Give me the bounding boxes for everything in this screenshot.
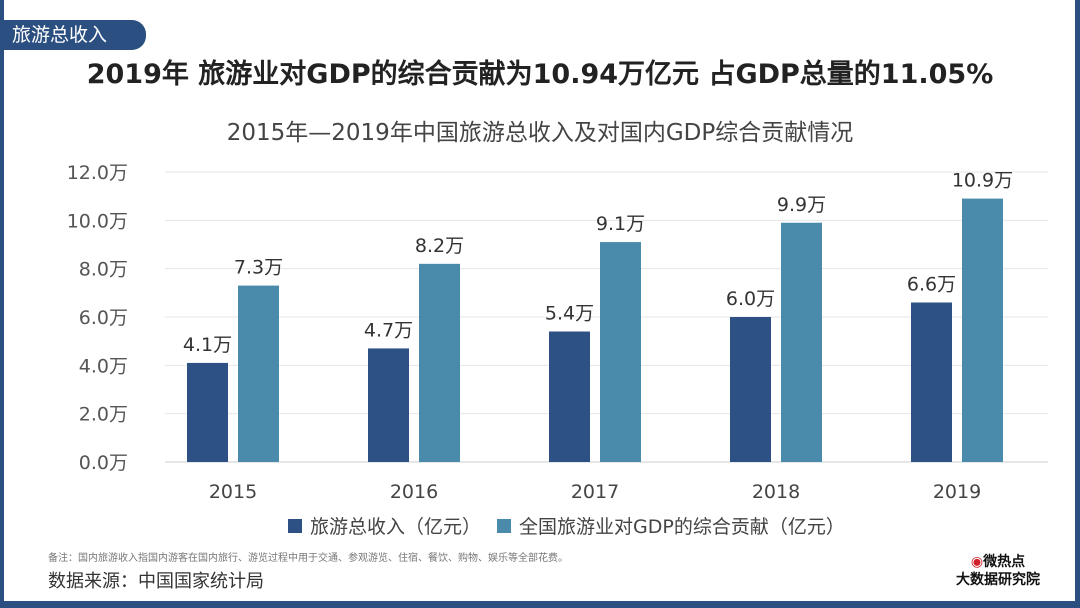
legend-label: 旅游总收入（亿元） <box>310 516 481 538</box>
bar-gdp-contribution <box>600 242 641 462</box>
bar-tourism-revenue <box>549 331 590 462</box>
logo: ◉微热点 大数据研究院 <box>956 554 1040 588</box>
legend-swatch <box>288 519 302 533</box>
bar-tourism-revenue <box>368 348 409 462</box>
legend-swatch <box>497 519 512 533</box>
bar-gdp-contribution <box>238 285 279 462</box>
data-label: 6.6万 <box>907 274 956 296</box>
x-tick-label: 2016 <box>390 481 438 503</box>
bar-gdp-contribution <box>419 263 460 462</box>
data-source: 数据来源：中国国家统计局 <box>48 571 264 592</box>
y-tick-label: 0.0万 <box>79 452 128 474</box>
y-tick-label: 10.0万 <box>67 210 128 232</box>
bar-tourism-revenue <box>730 317 771 462</box>
data-label: 7.3万 <box>234 257 283 279</box>
x-tick-label: 2017 <box>571 481 619 503</box>
data-label: 10.9万 <box>952 170 1013 192</box>
chart-title: 2015年—2019年中国旅游总收入及对国内GDP综合贡献情况 <box>227 120 853 146</box>
x-tick-label: 2015 <box>209 481 257 503</box>
bar-gdp-contribution <box>962 198 1003 463</box>
bar-tourism-revenue <box>187 362 228 462</box>
y-tick-label: 6.0万 <box>79 307 128 329</box>
data-label: 6.0万 <box>726 288 775 310</box>
data-label: 9.9万 <box>777 194 826 216</box>
data-label: 5.4万 <box>545 303 594 325</box>
frame <box>4 0 1075 601</box>
data-label: 9.1万 <box>596 213 645 235</box>
y-tick-label: 2.0万 <box>79 404 128 426</box>
y-tick-label: 8.0万 <box>79 259 128 281</box>
footnote: 备注：国内旅游收入指国内游客在国内旅行、游览过程中用于交通、参观游览、住宿、餐饮… <box>48 553 568 564</box>
section-tag: 旅游总收入 <box>0 20 146 50</box>
data-label: 4.7万 <box>364 319 413 341</box>
x-tick-label: 2019 <box>933 481 981 503</box>
bar-tourism-revenue <box>911 302 952 462</box>
data-label: 8.2万 <box>415 235 464 257</box>
y-tick-label: 4.0万 <box>79 355 128 377</box>
y-tick-label: 12.0万 <box>67 162 128 184</box>
headline: 2019年 旅游业对GDP的综合贡献为10.94万亿元 占GDP总量的11.05… <box>86 59 994 90</box>
bar-gdp-contribution <box>781 222 822 462</box>
weibo-eye-icon: ◉ <box>970 554 984 570</box>
x-tick-label: 2018 <box>752 481 800 503</box>
data-label: 4.1万 <box>183 334 232 356</box>
legend-label: 全国旅游业对GDP的综合贡献（亿元） <box>519 516 845 538</box>
